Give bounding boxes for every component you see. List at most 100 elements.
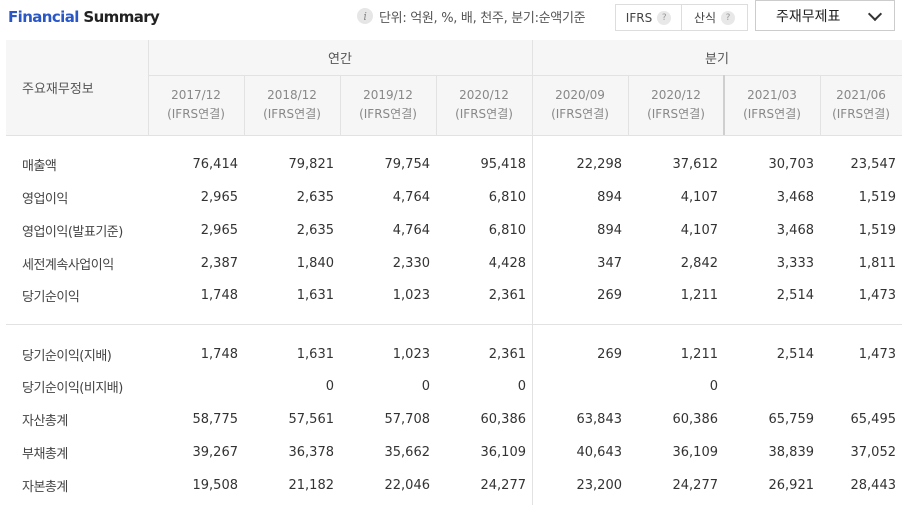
- table-cell: 35,662: [384, 445, 431, 460]
- table-cell: 2,635: [296, 190, 334, 205]
- row-label: 영업이익: [22, 192, 68, 207]
- table-cell: 39,267: [192, 445, 239, 460]
- column-header: 2021/03 (IFRS연결): [724, 75, 820, 135]
- table-cell: 58,775: [192, 412, 239, 427]
- table-cell: 36,378: [288, 445, 335, 460]
- table-cell: 2,842: [680, 256, 718, 271]
- table-cell: 269: [597, 347, 622, 362]
- divider: [244, 75, 245, 135]
- table-cell: 23,547: [850, 157, 897, 172]
- table-row: 자본총계 19,508 21,182 22,046 24,277 23,200 24,277…: [6, 469, 902, 502]
- column-period: 2018/12: [267, 88, 317, 102]
- table-cell: 37,052: [850, 445, 897, 460]
- table-cell: 36,109: [480, 445, 527, 460]
- table-cell: 1,211: [680, 288, 718, 303]
- table-cell: 3,468: [776, 190, 814, 205]
- table-cell: 1,473: [858, 288, 896, 303]
- table-cell: 26,921: [768, 478, 815, 493]
- column-period: 2020/09: [555, 88, 605, 102]
- table-cell: 2,330: [392, 256, 430, 271]
- table-cell: 2,965: [200, 223, 238, 238]
- table-cell: 2,361: [488, 347, 526, 362]
- row-label: 세전계속사업이익: [22, 258, 114, 273]
- table-cell: 2,635: [296, 223, 334, 238]
- help-icon[interactable]: ?: [657, 10, 672, 25]
- table-cell: 2,514: [776, 347, 814, 362]
- table-cell: 65,759: [768, 412, 815, 427]
- column-header: 2018/12 (IFRS연결): [244, 75, 340, 135]
- table-row: 당기순이익 1,748 1,631 1,023 2,361 269 1,211 2,514 1,…: [6, 279, 902, 312]
- table-cell: 1,519: [858, 223, 896, 238]
- divider: [340, 75, 341, 135]
- table-cell: 1,811: [858, 256, 896, 271]
- column-period: 2020/12: [651, 88, 701, 102]
- table-cell: 1,519: [858, 190, 896, 205]
- statement-select[interactable]: 주재무제표: [755, 0, 895, 31]
- table-cell: 894: [597, 190, 622, 205]
- table-cell: 2,387: [200, 256, 238, 271]
- table-cell: 22,046: [384, 478, 431, 493]
- column-basis: (IFRS연결): [551, 107, 609, 121]
- section-title: Financial Summary: [8, 8, 160, 26]
- column-basis: (IFRS연결): [455, 107, 513, 121]
- table-cell: 30,703: [768, 157, 815, 172]
- column-header: 2020/12 (IFRS연결): [628, 75, 724, 135]
- column-period: 2021/03: [747, 88, 797, 102]
- table-cell: 4,764: [392, 190, 430, 205]
- row-label: 당기순이익(비지배): [22, 381, 123, 396]
- chevron-down-icon: [867, 6, 883, 22]
- divider: [148, 75, 902, 76]
- table-cell: 57,708: [384, 412, 431, 427]
- table-cell: 6,810: [488, 223, 526, 238]
- table-cell: 4,107: [680, 190, 718, 205]
- row-label: 부채총계: [22, 447, 68, 462]
- table-cell: 22,298: [576, 157, 623, 172]
- table-cell: 4,764: [392, 223, 430, 238]
- table-cell: 3,333: [776, 256, 814, 271]
- group-annual: 연간: [328, 52, 352, 67]
- table-cell: 1,631: [296, 288, 334, 303]
- column-period: 2019/12: [363, 88, 413, 102]
- table-cell: 1,748: [200, 288, 238, 303]
- formula-label: 산식: [693, 11, 717, 25]
- divider: [6, 324, 902, 325]
- table-cell: 4,428: [488, 256, 526, 271]
- table-cell: 19,508: [192, 478, 239, 493]
- table-row: 영업이익(발표기준) 2,965 2,635 4,764 6,810 894 4,107 3,…: [6, 214, 902, 247]
- row-label: 당기순이익(지배): [22, 349, 112, 364]
- table-cell: 65,495: [850, 412, 897, 427]
- table-cell: [724, 370, 820, 403]
- table-cell: 60,386: [672, 412, 719, 427]
- table-cell: 37,612: [672, 157, 719, 172]
- column-period: 2017/12: [171, 88, 221, 102]
- row-label: 당기순이익: [22, 290, 80, 305]
- table-cell: 38,839: [768, 445, 815, 460]
- divider: [723, 75, 725, 135]
- table-cell: 1,631: [296, 347, 334, 362]
- table-cell: 269: [597, 288, 622, 303]
- table-cell: 1,840: [296, 256, 334, 271]
- table-row: 세전계속사업이익 2,387 1,840 2,330 4,428 347 2,842 3,33…: [6, 247, 902, 280]
- table-cell: 79,754: [384, 157, 431, 172]
- table-cell: 79,821: [288, 157, 335, 172]
- formula-option[interactable]: 산식 ?: [681, 5, 747, 30]
- column-header: 2020/09 (IFRS연결): [532, 75, 628, 135]
- table-cell: 21,182: [288, 478, 335, 493]
- table-row: 매출액 76,414 79,821 79,754 95,418 22,298 37,612 3…: [6, 148, 902, 181]
- table-cell: 2,361: [488, 288, 526, 303]
- help-icon[interactable]: ?: [721, 10, 736, 25]
- info-icon[interactable]: i: [357, 8, 373, 24]
- table-cell: 0: [421, 379, 430, 394]
- table-cell: 347: [597, 256, 622, 271]
- table-header-background: [6, 40, 902, 135]
- table-cell: 1,748: [200, 347, 238, 362]
- table-cell: 1,473: [858, 347, 896, 362]
- table-cell: 40,643: [576, 445, 623, 460]
- column-basis: (IFRS연결): [263, 107, 321, 121]
- column-header: 2020/12 (IFRS연결): [436, 75, 532, 135]
- ifrs-option[interactable]: IFRS ?: [616, 5, 681, 30]
- unit-note: i 단위: 억원, %, 배, 천주, 분기:순액기준: [357, 6, 586, 26]
- title-part2: Summary: [83, 8, 160, 26]
- column-basis: (IFRS연결): [743, 107, 801, 121]
- divider: [436, 75, 437, 135]
